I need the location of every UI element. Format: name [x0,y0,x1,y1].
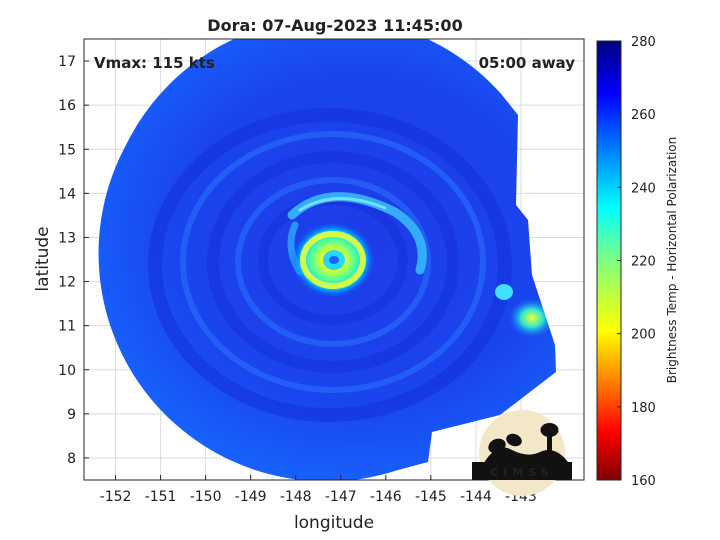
x-tick-label: -148 [280,489,312,505]
y-axis-label: latitude [33,226,53,291]
x-tick-label: -147 [325,489,357,505]
x-tick-label: -152 [100,489,132,505]
colorbar-tick-label: 240 [631,181,656,196]
y-tick-label: 17 [58,54,76,70]
logo-text: CIMSS [490,466,553,479]
y-tick-label: 13 [58,230,76,246]
cimss-logo: CIMSS [472,410,572,496]
x-tick-label: -145 [415,489,447,505]
swath-image [98,39,556,480]
y-tick-label: 9 [67,407,76,423]
vmax-annotation: Vmax: 115 kts [94,54,215,72]
chart-title: Dora: 07-Aug-2023 11:45:00 [207,16,462,35]
colorbar-label: Brightness Temp - Horizontal Polarizatio… [665,137,679,384]
y-tick-label: 14 [58,186,76,202]
colorbar-tick-label: 180 [631,401,656,416]
x-tick-label: -144 [460,489,492,505]
colorbar-tick-label: 260 [631,108,656,123]
x-tick-label: -151 [145,489,177,505]
y-tick-label: 10 [58,363,76,379]
y-tick-label: 11 [58,319,76,335]
colorbar-tick-label: 160 [631,474,656,489]
y-tick-label: 16 [58,98,76,114]
x-axis-label: longitude [294,513,374,533]
x-tick-label: -149 [235,489,267,505]
colorbar-tick-label: 200 [631,328,656,343]
colorbar-ticks: 160 180 200 220 240 260 280 [617,35,656,489]
colorbar-tick-label: 220 [631,255,656,270]
y-tick-label: 12 [58,275,76,291]
x-tick-label: -146 [370,489,402,505]
time-away-annotation: 05:00 away [479,54,576,72]
y-tick-label: 15 [58,142,76,158]
y-axis: 8 9 10 11 12 13 14 15 16 17 [58,54,89,467]
y-tick-label: 8 [67,451,76,467]
axes-box [83,38,585,481]
x-tick-label: -150 [190,489,222,505]
colorbar-tick-label: 280 [631,35,656,50]
